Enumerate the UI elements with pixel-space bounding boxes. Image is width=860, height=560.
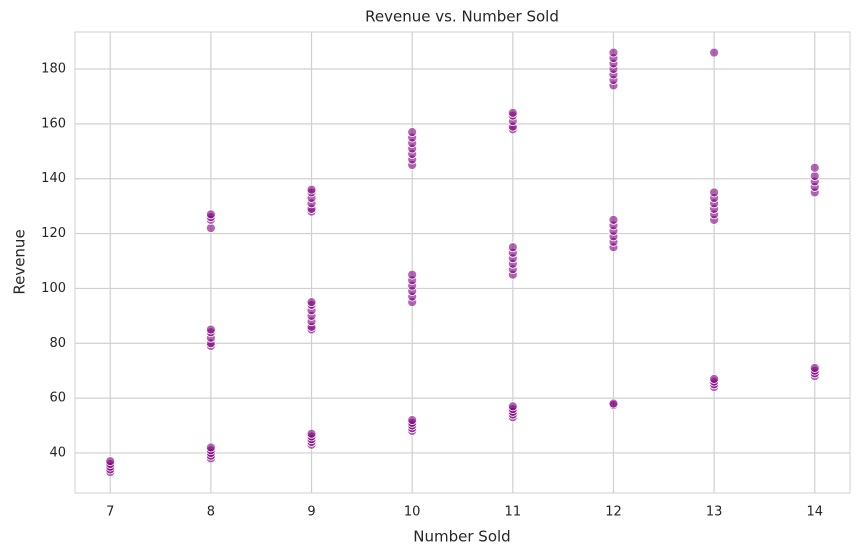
point bbox=[105, 456, 116, 467]
x-axis-label: Number Sold bbox=[413, 528, 510, 546]
point bbox=[809, 162, 820, 173]
point bbox=[205, 223, 216, 233]
x-tick-label: 13 bbox=[706, 505, 723, 520]
y-tick-label: 80 bbox=[49, 336, 66, 351]
x-tick-label: 11 bbox=[505, 505, 522, 520]
x-tick-label: 7 bbox=[106, 505, 114, 520]
y-tick-label: 140 bbox=[41, 171, 66, 186]
y-tick-label: 120 bbox=[41, 226, 66, 241]
point bbox=[507, 242, 518, 253]
plot-area bbox=[74, 31, 851, 494]
point bbox=[407, 415, 418, 425]
y-tick-label: 40 bbox=[49, 445, 66, 460]
point bbox=[205, 324, 216, 335]
point bbox=[709, 187, 720, 198]
x-tick-label: 10 bbox=[404, 505, 421, 520]
point bbox=[306, 428, 317, 439]
point bbox=[809, 363, 820, 373]
y-tick-label: 180 bbox=[41, 62, 66, 77]
point bbox=[507, 108, 518, 118]
y-axis-label: Revenue bbox=[11, 229, 29, 294]
x-tick-label: 12 bbox=[605, 505, 622, 520]
x-tick-label: 8 bbox=[207, 505, 215, 520]
y-tick-label: 100 bbox=[41, 281, 66, 296]
point bbox=[809, 171, 820, 181]
point bbox=[709, 374, 720, 384]
point bbox=[306, 184, 317, 195]
y-tick-label: 160 bbox=[41, 116, 66, 131]
y-tick-label: 60 bbox=[49, 391, 66, 406]
x-tick-label: 9 bbox=[307, 505, 315, 520]
point bbox=[608, 47, 619, 58]
point bbox=[205, 442, 216, 453]
chart-title: Revenue vs. Number Sold bbox=[365, 8, 559, 26]
point bbox=[608, 398, 619, 409]
point bbox=[507, 401, 518, 412]
x-tick-label: 14 bbox=[806, 505, 823, 520]
point bbox=[608, 214, 619, 225]
point bbox=[407, 269, 418, 280]
point bbox=[205, 209, 216, 220]
point bbox=[709, 47, 720, 58]
point bbox=[306, 297, 317, 308]
point bbox=[407, 127, 418, 137]
